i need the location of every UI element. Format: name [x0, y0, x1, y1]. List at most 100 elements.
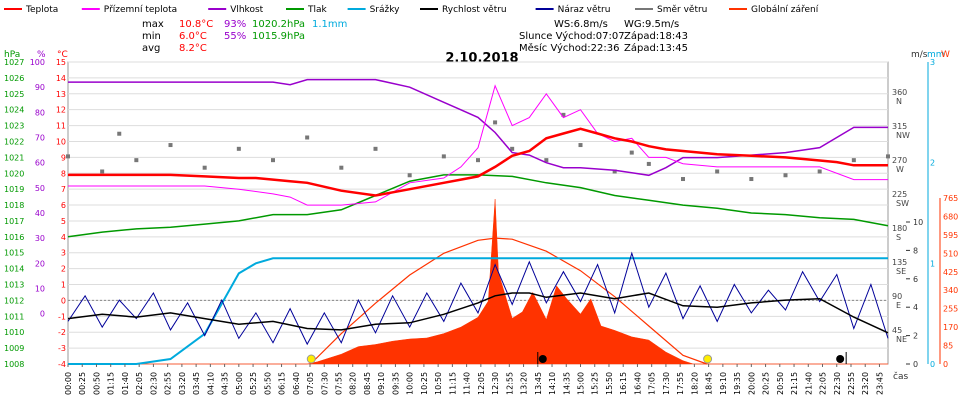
wind-direction-point — [510, 146, 515, 151]
wind-direction-point — [66, 154, 70, 159]
series-theoretical-radiation — [310, 237, 708, 365]
wind-direction-point — [117, 131, 122, 136]
mm-axis-label: mm — [927, 50, 945, 60]
x-tick-label: 13:20 — [520, 372, 529, 395]
hpa-tick: 1027 — [4, 58, 24, 67]
wind-direction-point — [817, 169, 822, 174]
degc-tick: 7 — [61, 185, 66, 194]
x-tick-label: 06:40 — [292, 372, 301, 395]
sunset-icon — [703, 354, 713, 364]
x-tick-label: 14:10 — [548, 372, 557, 395]
wind-direction-point — [886, 154, 890, 159]
direction-compass-tick: E — [896, 301, 901, 310]
direction-degree-tick: 315 — [892, 122, 907, 131]
degc-tick: 15 — [56, 58, 66, 67]
ms-tick: 0 — [913, 360, 918, 369]
x-tick-label: 09:35 — [391, 372, 400, 395]
wind-speed-stat: WS:6.8m/s — [554, 19, 608, 30]
wind-direction-point — [373, 146, 378, 151]
x-tick-label: 14:35 — [562, 372, 571, 395]
x-tick-label: 12:05 — [477, 372, 486, 395]
legend-entry: Teplota — [25, 5, 58, 15]
legend-entry: Vlhkost — [230, 5, 263, 15]
w-tick: 425 — [943, 268, 958, 277]
series-rain — [68, 257, 888, 365]
direction-degree-tick: 90 — [892, 292, 902, 301]
x-tick-label: 16:40 — [633, 372, 642, 395]
wind-direction-point — [851, 158, 856, 163]
x-tick-label: 02:05 — [135, 372, 144, 395]
x-tick-label: 05:50 — [263, 372, 272, 395]
w-tick: 0 — [943, 360, 948, 369]
wind-direction-point — [100, 169, 105, 174]
series-humidity — [68, 78, 888, 177]
x-tick-label: 00:25 — [78, 372, 87, 395]
direction-degree-tick: 45 — [892, 326, 902, 335]
hpa-axis-label: hPa — [4, 50, 20, 60]
x-tick-label: 20:00 — [747, 372, 756, 395]
x-tick-label: 17:05 — [648, 372, 657, 395]
hpa-tick: 1023 — [4, 122, 24, 131]
x-tick-label: 22:05 — [819, 372, 828, 395]
x-tick-label: 15:50 — [605, 372, 614, 395]
sunset-stat: Západ:18:43 — [624, 30, 688, 42]
x-tick-label: 04:10 — [206, 372, 215, 395]
x-axis-ticks: 00:00 00:25 00:50 01:15 01:40 02:05 02:30 02:55… — [64, 364, 884, 395]
axis-unit-labels: hPa % °C m/s mm W čas — [4, 50, 950, 382]
x-tick-label: 08:45 — [363, 372, 372, 395]
x-tick-label: 21:40 — [804, 372, 813, 395]
x-tick-label: 13:45 — [534, 372, 543, 395]
legend-entry: Náraz větru — [558, 5, 611, 15]
w-tick: 595 — [943, 231, 958, 240]
x-tick-label: 01:40 — [121, 372, 130, 395]
x-tick-label: 12:55 — [505, 372, 514, 395]
direction-compass-tick: N — [896, 97, 902, 106]
wind-direction-point — [305, 135, 310, 140]
wind-direction-point — [715, 169, 720, 174]
direction-degree-tick: 270 — [892, 156, 907, 165]
mm-tick: 1 — [930, 259, 935, 268]
x-tick-label: 05:25 — [249, 372, 258, 395]
wind-direction-point — [236, 146, 241, 151]
direction-compass-tick: NE — [896, 335, 907, 344]
hpa-tick: 1013 — [4, 281, 24, 290]
x-tick-label: 03:20 — [178, 372, 187, 395]
degc-tick: -4 — [58, 360, 66, 369]
w-tick: 340 — [943, 286, 958, 295]
direction-compass-tick: SE — [896, 267, 906, 276]
y-axis-ticks: 1027102610251024102310221021102010191018… — [4, 58, 958, 369]
legend-entry: Přízemní teplota — [104, 5, 177, 15]
direction-compass-tick: W — [896, 165, 904, 174]
sunrise-icon — [306, 354, 316, 364]
x-tick-label: 10:00 — [406, 372, 415, 395]
x-tick-label: 23:20 — [861, 372, 870, 395]
x-tick-label: 09:10 — [377, 372, 386, 395]
wind-direction-point — [783, 173, 788, 178]
wind-direction-point — [271, 158, 275, 163]
pct-tick: 30 — [35, 234, 45, 243]
degc-tick: 14 — [56, 74, 66, 83]
moonset-icon — [538, 355, 547, 363]
degc-tick: 13 — [56, 90, 66, 99]
max-temp: 10.8°C — [179, 19, 213, 30]
hpa-tick: 1014 — [4, 265, 24, 274]
direction-degree-tick: 225 — [892, 190, 907, 199]
hpa-tick: 1011 — [4, 312, 24, 321]
hpa-tick: 1026 — [4, 74, 24, 83]
x-axis-label: čas — [893, 371, 908, 382]
x-tick-label: 10:50 — [434, 372, 443, 395]
degc-tick: 4 — [61, 233, 66, 242]
pct-tick: 0 — [40, 310, 45, 319]
pct-tick: 20 — [35, 259, 45, 268]
hpa-tick: 1008 — [4, 360, 24, 369]
max-humidity: 93% — [224, 19, 246, 30]
degc-tick: -3 — [58, 344, 66, 353]
direction-degree-tick: 360 — [892, 88, 907, 97]
w-axis-label: W — [941, 50, 950, 60]
legend-entry: Globální záření — [751, 5, 819, 15]
x-tick-label: 08:20 — [349, 372, 358, 395]
series-global-radiation — [68, 199, 888, 365]
x-tick-label: 07:05 — [306, 372, 315, 395]
degc-tick: 9 — [61, 153, 66, 162]
